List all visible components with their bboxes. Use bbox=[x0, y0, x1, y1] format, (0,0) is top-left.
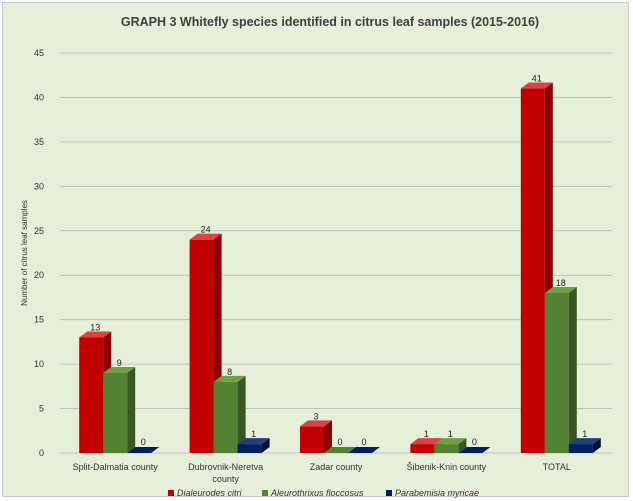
bar-front bbox=[237, 444, 262, 453]
legend-label: Aleurothrixus floccosus bbox=[270, 488, 364, 498]
bar-front bbox=[520, 88, 545, 454]
bar-top bbox=[520, 82, 553, 89]
bar-zero bbox=[458, 447, 491, 453]
data-label: 0 bbox=[141, 437, 146, 447]
bar-zero bbox=[348, 447, 380, 453]
data-label: 0 bbox=[337, 437, 342, 447]
bar bbox=[348, 447, 380, 453]
bar-top bbox=[237, 438, 270, 445]
data-label: 18 bbox=[556, 278, 566, 288]
y-tick-label: 45 bbox=[34, 48, 44, 58]
bar-zero bbox=[127, 447, 160, 453]
bar-front bbox=[213, 381, 238, 453]
y-tick-label: 0 bbox=[39, 448, 44, 458]
y-tick-label: 10 bbox=[34, 359, 44, 369]
category-label-line: Dubrovnik-Neretva bbox=[188, 462, 263, 472]
data-label: 1 bbox=[448, 429, 453, 439]
y-tick-label: 25 bbox=[34, 226, 44, 236]
data-label: 41 bbox=[532, 74, 542, 84]
bar-top bbox=[544, 287, 577, 293]
bar bbox=[103, 367, 136, 453]
category-label-line: Zadar county bbox=[310, 462, 363, 472]
bar-zero bbox=[324, 447, 356, 453]
bar-side bbox=[324, 420, 332, 453]
bar-side bbox=[592, 438, 601, 453]
bar-side bbox=[237, 375, 246, 453]
legend-swatch bbox=[168, 490, 174, 496]
data-label: 24 bbox=[201, 225, 211, 235]
bar bbox=[300, 420, 332, 453]
y-tick-label: 20 bbox=[34, 270, 44, 280]
bar-front bbox=[103, 373, 128, 453]
legend-label: Dialeurodes citri bbox=[177, 488, 243, 498]
category-label: Šibenik-Knin county bbox=[407, 462, 487, 472]
legend-swatch bbox=[386, 490, 392, 496]
bar bbox=[237, 438, 270, 453]
bar-front bbox=[189, 239, 214, 453]
bar-front bbox=[300, 426, 324, 453]
bar-top bbox=[300, 420, 332, 427]
bar-front bbox=[434, 444, 459, 453]
bar bbox=[434, 438, 467, 453]
y-tick-label: 5 bbox=[39, 404, 44, 414]
data-label: 1 bbox=[251, 429, 256, 439]
gridlines bbox=[60, 52, 612, 454]
bar-side bbox=[568, 287, 577, 453]
category-label: TOTAL bbox=[543, 462, 571, 472]
data-label: 9 bbox=[117, 358, 122, 368]
bar-top bbox=[213, 375, 246, 382]
bar-top bbox=[410, 438, 443, 445]
bar bbox=[127, 447, 160, 453]
bar-front bbox=[544, 293, 569, 453]
category-label-line: county bbox=[212, 474, 239, 484]
bar-top bbox=[568, 438, 601, 445]
category-label: Dubrovnik-Neretva county bbox=[188, 462, 263, 484]
data-label: 1 bbox=[582, 429, 587, 439]
y-tick-label: 35 bbox=[34, 137, 44, 147]
data-label: 13 bbox=[90, 322, 100, 332]
bar-top bbox=[434, 438, 467, 445]
bar bbox=[324, 447, 356, 453]
bar-top bbox=[189, 233, 222, 240]
data-label: 8 bbox=[227, 367, 232, 377]
y-axis-ticks: 0 5 10 15 20 25 30 35 40 45 bbox=[34, 48, 44, 458]
category-label-line: TOTAL bbox=[543, 462, 571, 472]
bar bbox=[568, 438, 601, 453]
data-label: 1 bbox=[424, 429, 429, 439]
legend: Dialeurodes citri Aleurothrixus floccosus… bbox=[168, 488, 479, 498]
bar bbox=[189, 233, 222, 453]
category-labels: Split-Dalmatia county Dubrovnik-Neretva co… bbox=[73, 462, 571, 484]
bar-front bbox=[568, 444, 593, 453]
y-axis-label: Number of citrus leaf samples bbox=[20, 200, 29, 306]
y-tick-label: 30 bbox=[34, 181, 44, 191]
category-label: Split-Dalmatia county bbox=[73, 462, 159, 472]
chart-title: GRAPH 3 Whitefly species identified in c… bbox=[121, 15, 539, 29]
y-tick-label: 40 bbox=[34, 92, 44, 102]
bar-top bbox=[103, 367, 136, 373]
category-label-line: Šibenik-Knin county bbox=[407, 462, 487, 472]
bar bbox=[544, 287, 577, 453]
bar-front bbox=[79, 337, 104, 453]
bar-side bbox=[127, 367, 136, 453]
legend-label: Parabemisia myricae bbox=[395, 488, 479, 498]
bar bbox=[458, 447, 491, 453]
bar bbox=[213, 375, 246, 453]
data-label: 3 bbox=[313, 411, 318, 421]
data-label: 0 bbox=[361, 437, 366, 447]
category-label-line: Split-Dalmatia county bbox=[73, 462, 159, 472]
data-label: 0 bbox=[472, 437, 477, 447]
category-label: Zadar county bbox=[310, 462, 363, 472]
bar-side bbox=[458, 438, 467, 453]
bar-side bbox=[261, 438, 270, 453]
legend-swatch bbox=[262, 490, 268, 496]
bar-front bbox=[410, 444, 435, 453]
y-tick-label: 15 bbox=[34, 315, 44, 325]
bar-top bbox=[79, 331, 112, 338]
